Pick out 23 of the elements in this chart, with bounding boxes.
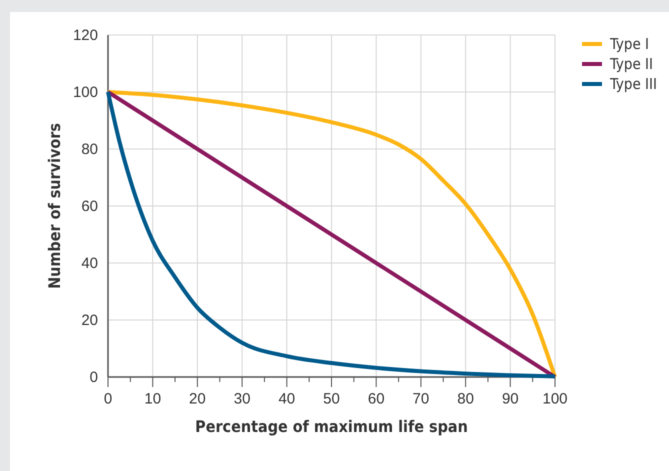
- y-tick-label: 60: [81, 198, 98, 215]
- y-tick-label: 20: [81, 312, 98, 329]
- x-tick-label: 60: [368, 390, 385, 408]
- x-tick-label: 70: [412, 390, 430, 408]
- y-tick-label: 80: [81, 140, 98, 158]
- x-tick-label: 10: [144, 390, 162, 408]
- y-axis-title: Number of survivors: [45, 123, 64, 289]
- legend-label: Type I: [609, 35, 650, 53]
- x-tick-label: 30: [234, 390, 250, 408]
- x-tick-label: 80: [457, 390, 474, 408]
- y-tick-label: 100: [72, 84, 98, 101]
- x-tick-label: 50: [323, 390, 340, 408]
- x-tick-label: 0: [104, 390, 112, 408]
- x-axis-title: Percentage of maximum life span: [195, 417, 468, 436]
- legend-label: Type II: [609, 55, 654, 73]
- y-tick-label: 40: [81, 254, 98, 272]
- x-tick-label: 90: [502, 390, 519, 408]
- x-tick-label: 20: [189, 390, 206, 408]
- legend-label: Type III: [609, 75, 657, 93]
- y-tick-label: 120: [72, 26, 98, 44]
- x-tick-label: 100: [542, 390, 568, 408]
- y-tick-label: 0: [90, 368, 98, 386]
- x-tick-label: 40: [278, 390, 296, 408]
